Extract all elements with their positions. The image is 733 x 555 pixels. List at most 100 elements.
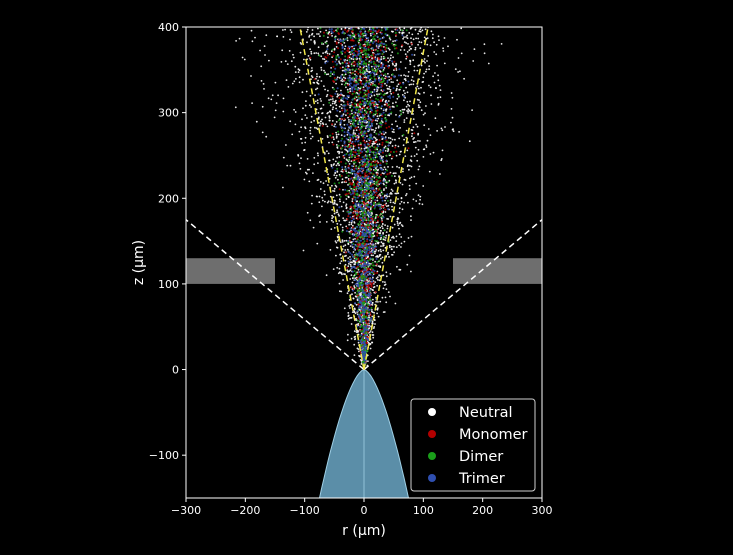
dimer-point — [375, 181, 378, 184]
neutral-point — [343, 119, 345, 122]
neutral-point — [294, 71, 297, 73]
neutral-point — [416, 98, 419, 101]
neutral-point — [355, 331, 358, 333]
neutral-point — [389, 246, 391, 249]
monomer-point — [364, 172, 367, 175]
trimer-point — [360, 222, 363, 225]
monomer-point — [386, 104, 389, 107]
trimer-point — [373, 65, 376, 68]
trimer-point — [369, 135, 372, 138]
neutral-point — [421, 203, 424, 206]
neutral-point — [289, 120, 292, 123]
trimer-point — [371, 237, 374, 240]
neutral-point — [347, 116, 349, 119]
monomer-point — [348, 115, 351, 118]
neutral-point — [338, 198, 341, 201]
neutral-point — [358, 350, 360, 353]
dimer-point — [341, 137, 344, 140]
dimer-point — [366, 163, 369, 166]
dimer-point — [328, 101, 331, 104]
neutral-point — [327, 111, 329, 114]
dimer-point — [339, 195, 342, 198]
neutral-point — [419, 198, 421, 201]
trimer-point — [350, 193, 352, 196]
neutral-point — [375, 32, 378, 35]
neutral-point — [410, 37, 412, 40]
neutral-point — [322, 43, 325, 45]
neutral-point — [371, 341, 373, 344]
neutral-point — [273, 116, 276, 119]
neutral-point — [472, 60, 475, 62]
neutral-point — [337, 133, 340, 136]
trimer-point — [361, 234, 364, 237]
monomer-point — [367, 277, 370, 280]
neutral-point — [340, 205, 343, 208]
neutral-point — [410, 235, 413, 238]
neutral-point — [345, 86, 347, 89]
neutral-point — [329, 249, 332, 251]
monomer-point — [378, 82, 380, 85]
trimer-point — [370, 80, 373, 83]
dimer-point — [349, 152, 352, 155]
neutral-point — [319, 35, 321, 38]
trimer-point — [366, 166, 369, 168]
neutral-point — [363, 147, 366, 150]
trimer-point — [368, 134, 371, 137]
neutral-point — [390, 54, 392, 57]
neutral-point — [380, 61, 383, 64]
neutral-point — [334, 172, 337, 174]
trimer-point — [368, 68, 371, 71]
trimer-point — [368, 149, 371, 152]
neutral-point — [282, 36, 285, 38]
monomer-point — [329, 94, 332, 97]
neutral-point — [341, 168, 344, 171]
dimer-point — [370, 91, 373, 93]
neutral-point — [325, 180, 327, 182]
dimer-point — [381, 53, 384, 55]
trimer-point — [333, 73, 335, 76]
dimer-point — [363, 91, 366, 94]
dimer-point — [378, 176, 381, 179]
neutral-point — [352, 251, 355, 253]
neutral-point — [389, 38, 392, 41]
trimer-point — [384, 28, 387, 31]
dimer-point — [363, 62, 366, 65]
neutral-point — [468, 140, 471, 143]
dimer-point — [353, 205, 356, 208]
dimer-point — [351, 28, 354, 31]
neutral-point — [366, 70, 369, 73]
trimer-point — [326, 48, 329, 51]
dimer-point — [379, 125, 382, 128]
neutral-point — [409, 110, 412, 113]
neutral-point — [336, 76, 339, 79]
neutral-point — [390, 30, 393, 33]
neutral-point — [335, 174, 338, 177]
dimer-point — [324, 72, 327, 75]
neutral-point — [389, 215, 392, 218]
neutral-point — [396, 265, 398, 268]
monomer-point — [354, 50, 357, 53]
dimer-point — [360, 236, 363, 239]
neutral-point — [399, 268, 402, 271]
dimer-point — [361, 316, 364, 318]
neutral-point — [289, 29, 292, 31]
trimer-point — [365, 324, 368, 327]
dimer-point — [371, 257, 374, 260]
neutral-point — [370, 95, 373, 97]
neutral-point — [349, 307, 351, 309]
neutral-point — [419, 28, 422, 31]
trimer-point — [382, 148, 385, 151]
neutral-point — [341, 178, 344, 181]
neutral-point — [380, 257, 382, 260]
trimer-point — [367, 24, 369, 26]
neutral-point — [295, 78, 297, 80]
neutral-point — [403, 108, 405, 111]
neutral-point — [407, 141, 409, 144]
dimer-point — [352, 124, 355, 127]
monomer-point — [365, 312, 368, 315]
dimer-point — [364, 52, 367, 55]
neutral-point — [398, 207, 401, 210]
neutral-point — [402, 37, 404, 40]
trimer-point — [374, 79, 377, 81]
monomer-point — [403, 24, 405, 26]
